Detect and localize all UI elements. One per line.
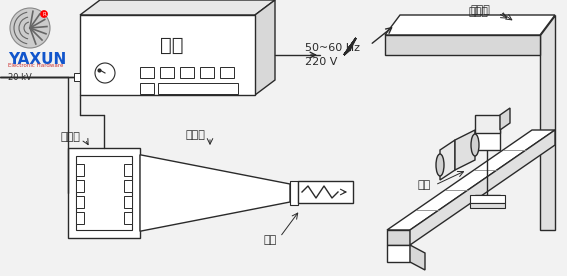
Bar [124,180,132,192]
Bar [140,83,154,94]
Bar [475,115,500,133]
Polygon shape [140,155,290,231]
Circle shape [95,63,115,83]
Circle shape [40,10,48,17]
Polygon shape [455,130,475,170]
Text: 电源: 电源 [160,36,184,54]
Polygon shape [255,0,275,95]
Polygon shape [440,140,455,180]
Bar [475,130,500,150]
Bar [470,195,505,203]
Bar [290,181,298,205]
Polygon shape [387,245,410,262]
Text: Electronic Hardware: Electronic Hardware [8,63,64,68]
Polygon shape [500,108,510,130]
Polygon shape [540,15,555,230]
Bar [180,67,194,78]
Bar [76,212,84,224]
Polygon shape [385,15,555,35]
Circle shape [10,8,50,48]
Text: R: R [42,12,46,17]
Bar [158,83,238,94]
Text: YAXUN: YAXUN [8,52,66,67]
Text: 聚能器: 聚能器 [185,130,205,140]
Bar [76,196,84,208]
Bar [298,181,353,203]
Bar [220,67,234,78]
Bar [470,203,505,208]
Polygon shape [387,130,555,230]
Text: 20 kV: 20 kV [8,73,32,82]
Bar [160,67,174,78]
Bar [124,212,132,224]
Bar [80,15,255,95]
Polygon shape [410,245,425,270]
Bar [76,180,84,192]
Polygon shape [387,230,410,245]
Bar [124,164,132,176]
Text: 工作台: 工作台 [468,7,488,17]
Text: 换能器: 换能器 [60,132,80,142]
Text: 焊头: 焊头 [418,180,431,190]
Text: 工件: 工件 [264,235,277,245]
Text: 工作台: 工作台 [470,5,490,15]
Bar [200,67,214,78]
Bar [76,164,84,176]
Bar [124,196,132,208]
Polygon shape [410,130,555,245]
Ellipse shape [436,154,444,176]
Text: 50~60 Hz: 50~60 Hz [305,43,360,53]
Bar [140,67,154,78]
Polygon shape [385,35,540,55]
Text: 220 V: 220 V [305,57,337,67]
Bar [68,148,140,238]
Ellipse shape [471,134,479,156]
Bar [74,73,80,81]
Bar [76,156,132,230]
Polygon shape [80,0,275,15]
